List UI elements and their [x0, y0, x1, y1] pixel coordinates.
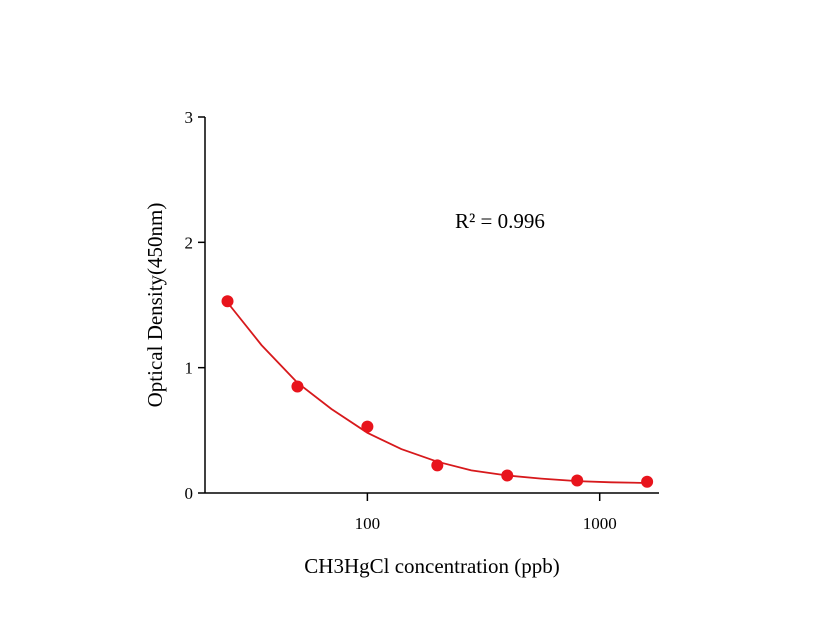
- y-tick-label: 2: [185, 233, 194, 252]
- y-tick-label: 1: [185, 359, 194, 378]
- r-squared-annotation: R² = 0.996: [455, 209, 545, 233]
- y-tick-label: 0: [185, 484, 194, 503]
- y-axis-title: Optical Density(450nm): [143, 203, 167, 408]
- tick-labels: 0 1 2 3 100 1000: [185, 108, 617, 533]
- data-point: [431, 459, 444, 472]
- x-tick-label: 1000: [583, 514, 617, 533]
- data-point: [571, 474, 584, 487]
- x-tick-label: 100: [355, 514, 381, 533]
- data-point: [361, 420, 374, 433]
- x-axis-title: CH3HgCl concentration (ppb): [304, 554, 559, 578]
- data-point: [501, 469, 514, 482]
- fit-curve: [226, 301, 648, 484]
- data-point: [641, 475, 654, 488]
- y-tick-label: 3: [185, 108, 194, 127]
- axes: [198, 116, 659, 501]
- data-points: [221, 295, 654, 488]
- data-point: [291, 380, 304, 393]
- data-point: [221, 295, 234, 308]
